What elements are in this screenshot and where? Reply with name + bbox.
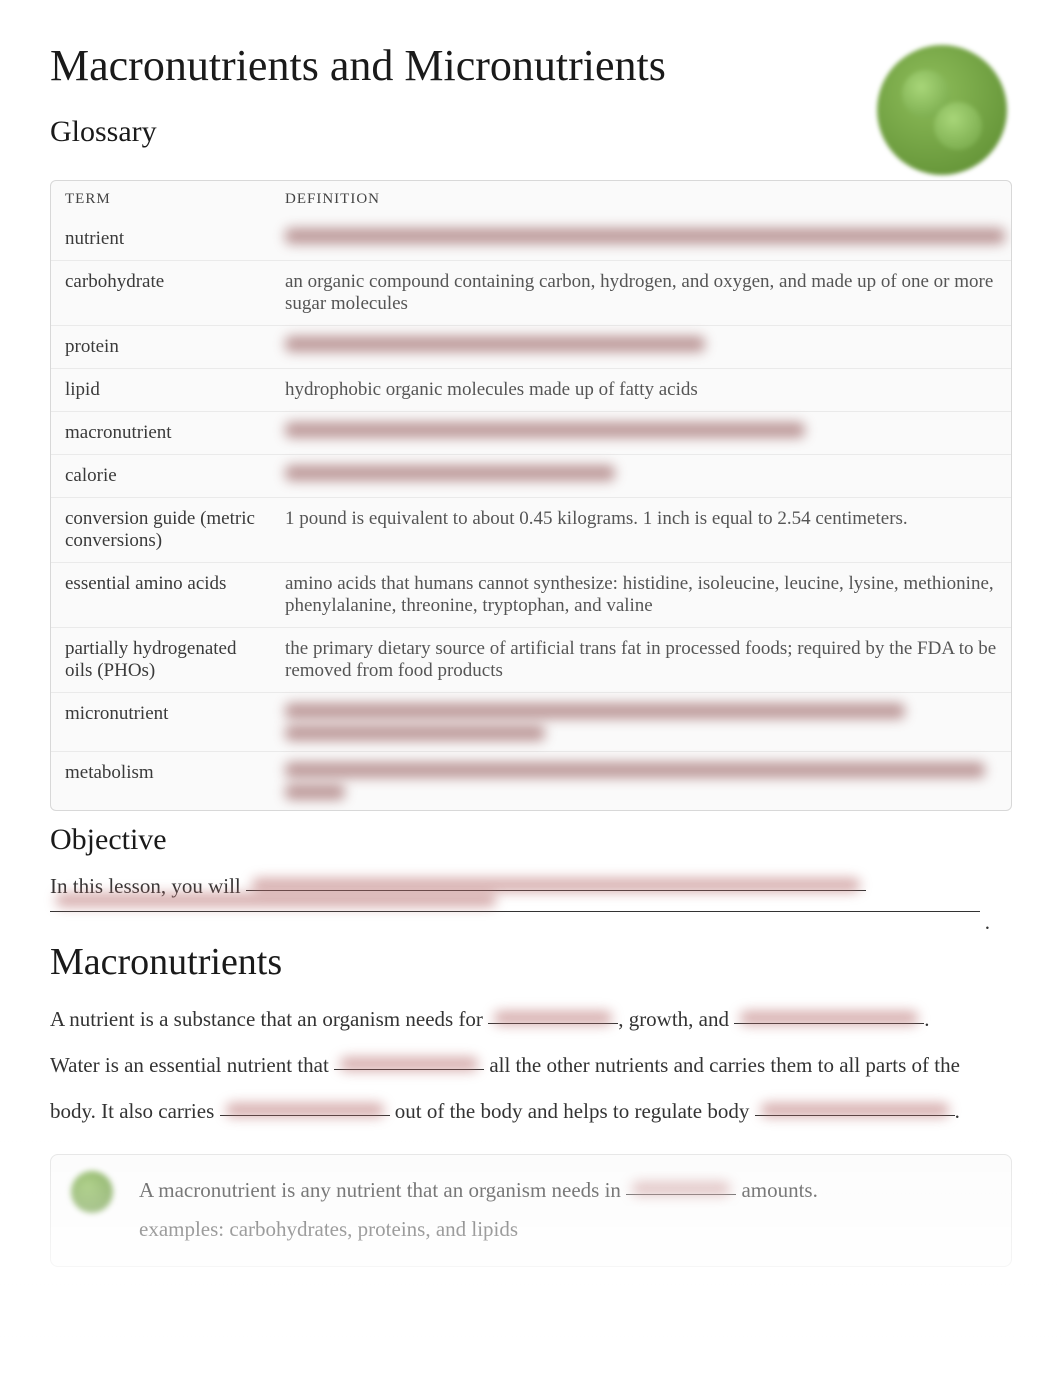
logo-icon: [872, 40, 1012, 180]
table-row: essential amino acidsamino acids that hu…: [51, 562, 1011, 627]
blank: [220, 1115, 390, 1116]
term-cell: calorie: [51, 455, 271, 497]
macro-paragraph-1: A nutrient is a substance that an organi…: [50, 1000, 1012, 1040]
blank: [734, 1023, 924, 1024]
term-cell: carbohydrate: [51, 261, 271, 325]
table-row: micronutrient: [51, 692, 1011, 751]
table-row: carbohydratean organic compound containi…: [51, 260, 1011, 325]
objective-heading: Objective: [50, 823, 1012, 857]
text: , growth, and: [618, 1007, 734, 1031]
table-row: lipidhydrophobic organic molecules made …: [51, 368, 1011, 411]
definition-cell: hydrophobic organic molecules made up of…: [271, 369, 1011, 411]
definition-cell: an organic compound containing carbon, h…: [271, 261, 1011, 325]
term-cell: conversion guide (metric conversions): [51, 498, 271, 562]
definition-cell: 1 pound is equivalent to about 0.45 kilo…: [271, 498, 1011, 562]
text: .: [955, 1099, 960, 1123]
term-cell: protein: [51, 326, 271, 368]
term-cell: micronutrient: [51, 693, 271, 751]
text: amounts.: [736, 1178, 818, 1202]
macro-paragraph-2: Water is an essential nutrient that all …: [50, 1046, 1012, 1086]
text: all the other nutrients and carries them…: [484, 1053, 960, 1077]
text: .: [924, 1007, 929, 1031]
table-header: TERM DEFINITION: [51, 181, 1011, 218]
table-row: calorie: [51, 454, 1011, 497]
definition-cell: [271, 455, 1011, 497]
table-row: macronutrient: [51, 411, 1011, 454]
macronutrients-heading: Macronutrients: [50, 940, 1012, 984]
objective-text: In this lesson, you will .: [50, 867, 1012, 912]
definition-cell: [271, 218, 1012, 260]
table-row: nutrient: [51, 218, 1011, 260]
blank: [626, 1194, 736, 1195]
blank: [334, 1069, 484, 1070]
glossary-table: TERM DEFINITION nutrientcarbohydratean o…: [50, 180, 1012, 811]
term-cell: lipid: [51, 369, 271, 411]
macro-paragraph-3: body. It also carries out of the body an…: [50, 1092, 1012, 1132]
col-term: TERM: [51, 181, 271, 218]
col-definition: DEFINITION: [271, 181, 1011, 218]
text: Water is an essential nutrient that: [50, 1053, 334, 1077]
term-cell: nutrient: [51, 218, 271, 260]
blank: [755, 1115, 955, 1116]
callout-icon: [71, 1171, 117, 1217]
macronutrient-callout: A macronutrient is any nutrient that an …: [50, 1154, 1012, 1268]
blank: [488, 1023, 618, 1024]
term-cell: essential amino acids: [51, 563, 271, 627]
definition-cell: [271, 693, 1011, 751]
glossary-heading: Glossary: [50, 115, 666, 149]
table-row: protein: [51, 325, 1011, 368]
term-cell: metabolism: [51, 752, 271, 810]
callout-line-2: examples: carbohydrates, proteins, and l…: [139, 1210, 818, 1250]
callout-line-1: A macronutrient is any nutrient that an …: [139, 1171, 818, 1211]
objective-blank-1: [246, 890, 866, 891]
definition-cell: [271, 412, 1011, 454]
definition-cell: the primary dietary source of artificial…: [271, 628, 1011, 692]
text: A macronutrient is any nutrient that an …: [139, 1178, 626, 1202]
term-cell: partially hydrogenated oils (PHOs): [51, 628, 271, 692]
table-row: metabolism: [51, 751, 1011, 810]
definition-cell: [271, 752, 1011, 810]
term-cell: macronutrient: [51, 412, 271, 454]
page-title: Macronutrients and Micronutrients: [50, 40, 666, 91]
table-row: partially hydrogenated oils (PHOs)the pr…: [51, 627, 1011, 692]
objective-blank-2: .: [50, 911, 980, 912]
definition-cell: amino acids that humans cannot synthesiz…: [271, 563, 1011, 627]
table-row: conversion guide (metric conversions)1 p…: [51, 497, 1011, 562]
text: out of the body and helps to regulate bo…: [390, 1099, 755, 1123]
text: body. It also carries: [50, 1099, 220, 1123]
text: A nutrient is a substance that an organi…: [50, 1007, 488, 1031]
definition-cell: [271, 326, 1011, 368]
